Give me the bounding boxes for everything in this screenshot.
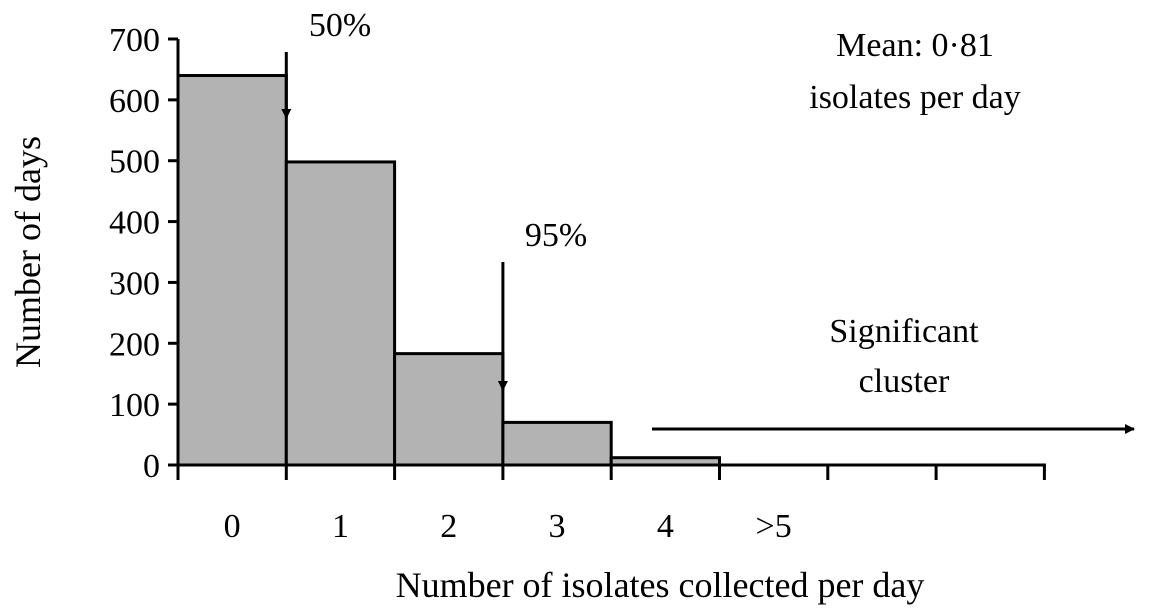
y-tick-label-6: 600 (109, 83, 160, 120)
bars-layer (176, 74, 722, 467)
cluster-annotation-line2: cluster (859, 363, 950, 400)
y-tick-label-7: 700 (109, 22, 160, 59)
bar-1 (284, 160, 397, 467)
x-category-label-2: 2 (440, 508, 457, 545)
y-tick-label-0: 0 (143, 448, 160, 485)
labels-layer: 0 100 200 300 400 500 600 700 0 1 2 3 4 >5 (109, 22, 792, 545)
x-category-label-0: 0 (224, 508, 241, 545)
x-category-label-4: 4 (657, 508, 674, 545)
x-category-label-5: >5 (756, 508, 792, 545)
x-category-label-3: 3 (549, 508, 566, 545)
y-tick-label-2: 200 (109, 326, 160, 363)
y-tick-label-5: 500 (109, 144, 160, 181)
bar-3 (501, 420, 613, 467)
cluster-annotation-line1: Significant (829, 313, 979, 350)
x-axis-title: Number of isolates collected per day (396, 565, 925, 605)
axes-layer (168, 37, 1046, 480)
p95-annotation-label: 95% (525, 217, 587, 254)
y-tick-label-4: 400 (109, 205, 160, 242)
mean-annotation-line1: Mean: 0·81 (836, 27, 994, 64)
bar-2 (393, 352, 505, 467)
bar-0 (176, 74, 288, 467)
x-category-label-1: 1 (332, 508, 349, 545)
mean-annotation-line2: isolates per day (809, 79, 1021, 116)
median-annotation-label: 50% (309, 7, 371, 44)
y-tick-label-3: 300 (109, 265, 160, 302)
y-axis-title: Number of days (8, 136, 48, 368)
y-tick-label-1: 100 (109, 387, 160, 424)
